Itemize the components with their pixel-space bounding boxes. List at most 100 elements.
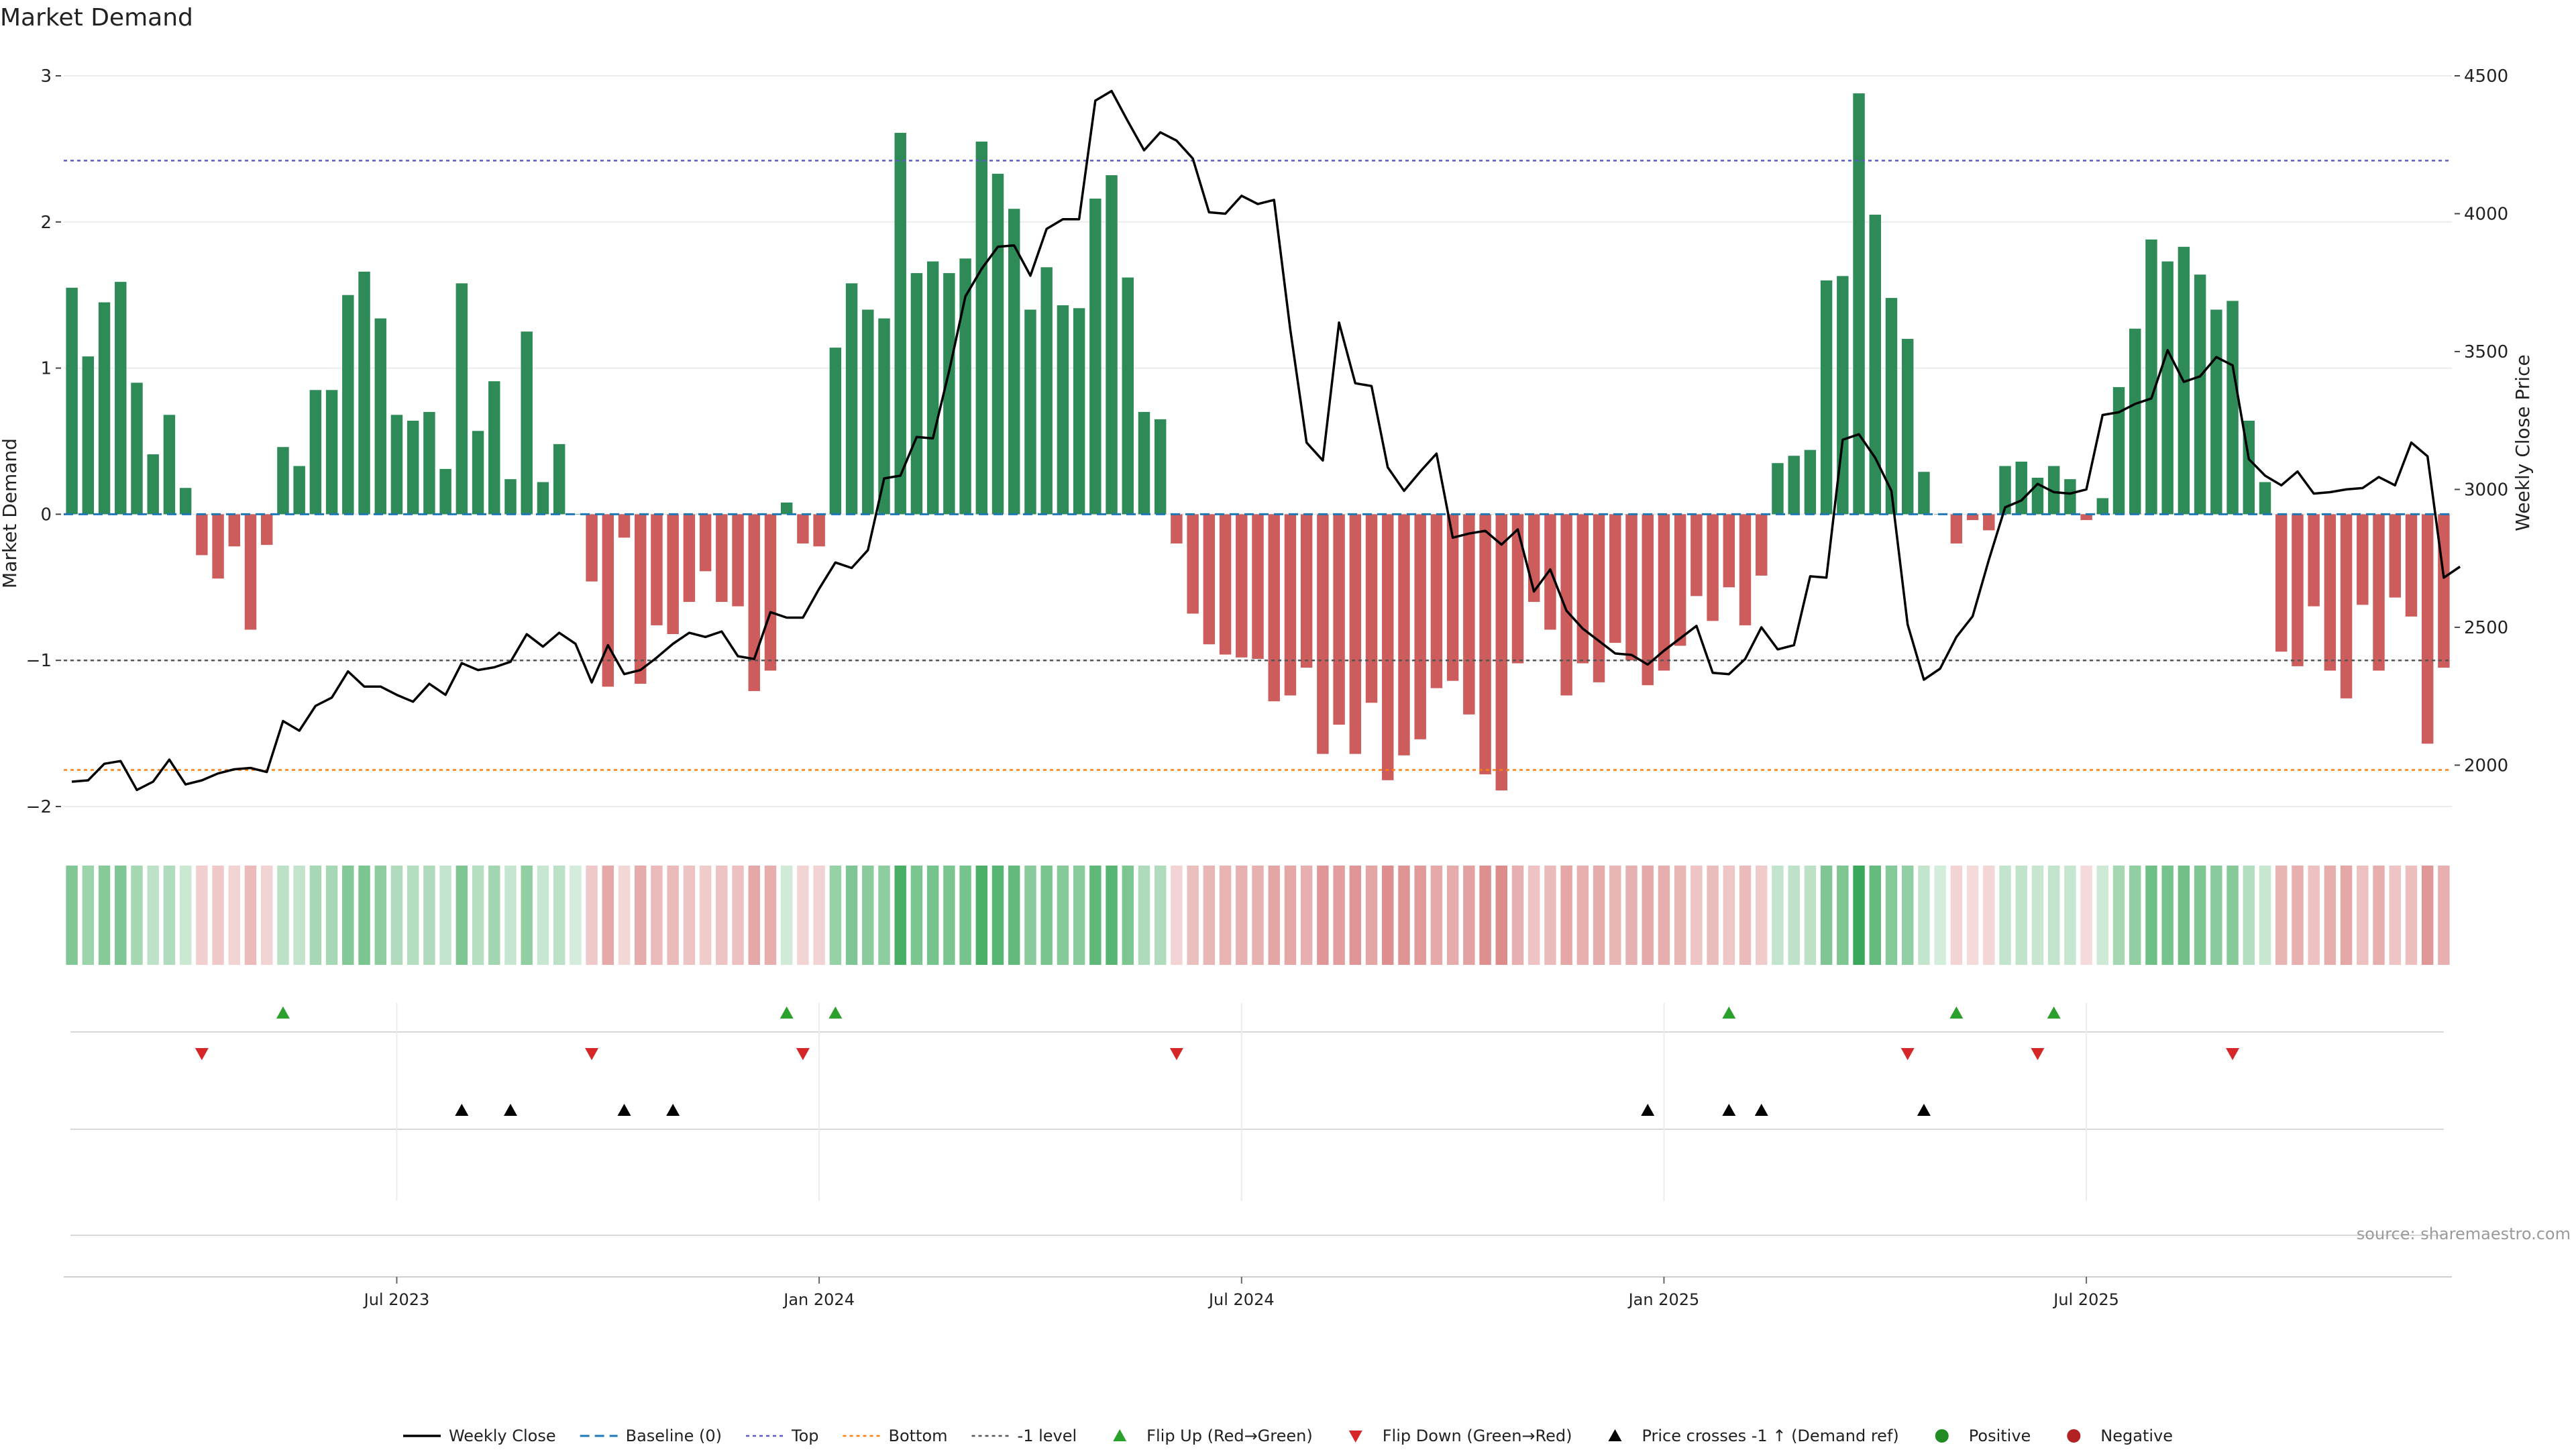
flip-up-marker: [780, 1006, 794, 1019]
strip-cell-negative: [1349, 866, 1362, 965]
bar-positive: [2047, 466, 2060, 515]
y-tick-label: −2: [26, 797, 52, 817]
bar-positive: [780, 502, 793, 515]
bar-positive: [2259, 482, 2271, 515]
bar-negative: [1983, 514, 1995, 531]
bar-negative: [1333, 514, 1345, 725]
bar-negative: [2324, 514, 2337, 671]
bar-positive: [390, 415, 403, 515]
bar-negative: [1300, 514, 1313, 668]
bar-positive: [2161, 261, 2174, 515]
bar-positive: [163, 415, 176, 515]
strip-cell-positive: [2112, 866, 2125, 965]
bar-positive: [959, 258, 971, 515]
strip-cell-negative: [2389, 866, 2401, 965]
bar-negative: [1625, 514, 1638, 661]
bar-negative: [1365, 514, 1378, 703]
demand-bars: [66, 93, 2450, 791]
flip-up-marker: [828, 1006, 843, 1019]
strip-cell-positive: [2194, 866, 2206, 965]
strip-cell-negative: [2438, 866, 2450, 965]
strip-cell-positive: [2096, 866, 2109, 965]
bar-negative: [196, 514, 208, 556]
bar-negative: [2308, 514, 2320, 607]
strip-cell-positive: [943, 866, 955, 965]
strip-cell-positive: [374, 866, 386, 965]
bar-positive: [2096, 498, 2109, 515]
source-text: source: sharemaestro.com: [2357, 1225, 2571, 1243]
y2-tick-label: 4000: [2464, 204, 2508, 224]
bar-positive: [277, 447, 289, 515]
strip-cell-negative: [1690, 866, 1703, 965]
strip-cell-positive: [1089, 866, 1102, 965]
strip-cell-positive: [358, 866, 370, 965]
bar-positive: [537, 482, 549, 515]
strip-cell-negative: [586, 866, 598, 965]
strip-cell-positive: [2161, 866, 2174, 965]
bar-negative: [244, 514, 257, 630]
strip-cell-negative: [2421, 866, 2434, 965]
strip-cell-negative: [1284, 866, 1297, 965]
strip-cell-positive: [1804, 866, 1817, 965]
legend-label: Positive: [1969, 1427, 2031, 1445]
strip-cell-negative: [1642, 866, 1654, 965]
y2-tick-label: 4500: [2464, 66, 2508, 87]
bar-positive: [1901, 339, 1914, 515]
strip-cell-negative: [1382, 866, 1394, 965]
bar-positive: [407, 421, 419, 515]
strip-cell-negative: [1658, 866, 1670, 965]
bar-positive: [1138, 411, 1150, 515]
strip-cell-negative: [1463, 866, 1475, 965]
legend-label: Price crosses -1 ↑ (Demand ref): [1642, 1427, 1898, 1445]
strip-cell-negative: [1446, 866, 1459, 965]
bar-negative: [1576, 514, 1589, 664]
strip-cell-positive: [277, 866, 289, 965]
strip-cell-positive: [1008, 866, 1020, 965]
y-tick-label: 0: [40, 505, 52, 525]
bar-positive: [1918, 472, 1930, 515]
strip-cell-negative: [2292, 866, 2304, 965]
strip-cell-negative: [716, 866, 728, 965]
strip-cell-positive: [537, 866, 549, 965]
bar-negative: [748, 514, 760, 691]
strip-cell-negative: [797, 866, 809, 965]
x-tick-label: Jul 2025: [2052, 1290, 2119, 1309]
bar-negative: [1707, 514, 1719, 621]
strip-cell-positive: [1138, 866, 1150, 965]
strip-cell-negative: [1495, 866, 1507, 965]
strip-cell-positive: [2129, 866, 2141, 965]
bar-positive: [521, 331, 533, 515]
bar-negative: [1252, 514, 1264, 660]
strip-cell-positive: [390, 866, 403, 965]
bar-negative: [1446, 514, 1459, 681]
strip-cell-positive: [2015, 866, 2027, 965]
strip-cell-positive: [1869, 866, 1881, 965]
event-markers: [70, 1003, 2444, 1236]
bar-positive: [455, 283, 468, 515]
strip-cell-positive: [131, 866, 143, 965]
strip-cell-positive: [780, 866, 793, 965]
bar-positive: [1024, 309, 1036, 515]
bar-positive: [943, 273, 955, 515]
bar-positive: [1804, 450, 1817, 515]
bar-negative: [1284, 514, 1297, 696]
strip-cell-negative: [764, 866, 777, 965]
strip-cell-positive: [309, 866, 322, 965]
price-series: [71, 89, 2461, 792]
strip-cell-positive: [1788, 866, 1800, 965]
strip-cell-positive: [894, 866, 906, 965]
strip-cell-negative: [2405, 866, 2418, 965]
flip-down-marker: [796, 1048, 810, 1060]
strip-cell-negative: [1236, 866, 1248, 965]
bar-negative: [1658, 514, 1670, 671]
bar-negative: [797, 514, 809, 543]
legend-marker-triangle-down-red: [1348, 1431, 1362, 1443]
bar-positive: [179, 488, 192, 515]
strip-cell-positive: [2145, 866, 2157, 965]
bar-positive: [309, 390, 322, 515]
legend-marker-triangle-up-green: [1113, 1429, 1127, 1441]
bar-positive: [1106, 175, 1118, 515]
strip-cell-negative: [228, 866, 241, 965]
bar-positive: [1089, 198, 1102, 515]
price-cross-marker: [1641, 1104, 1655, 1116]
